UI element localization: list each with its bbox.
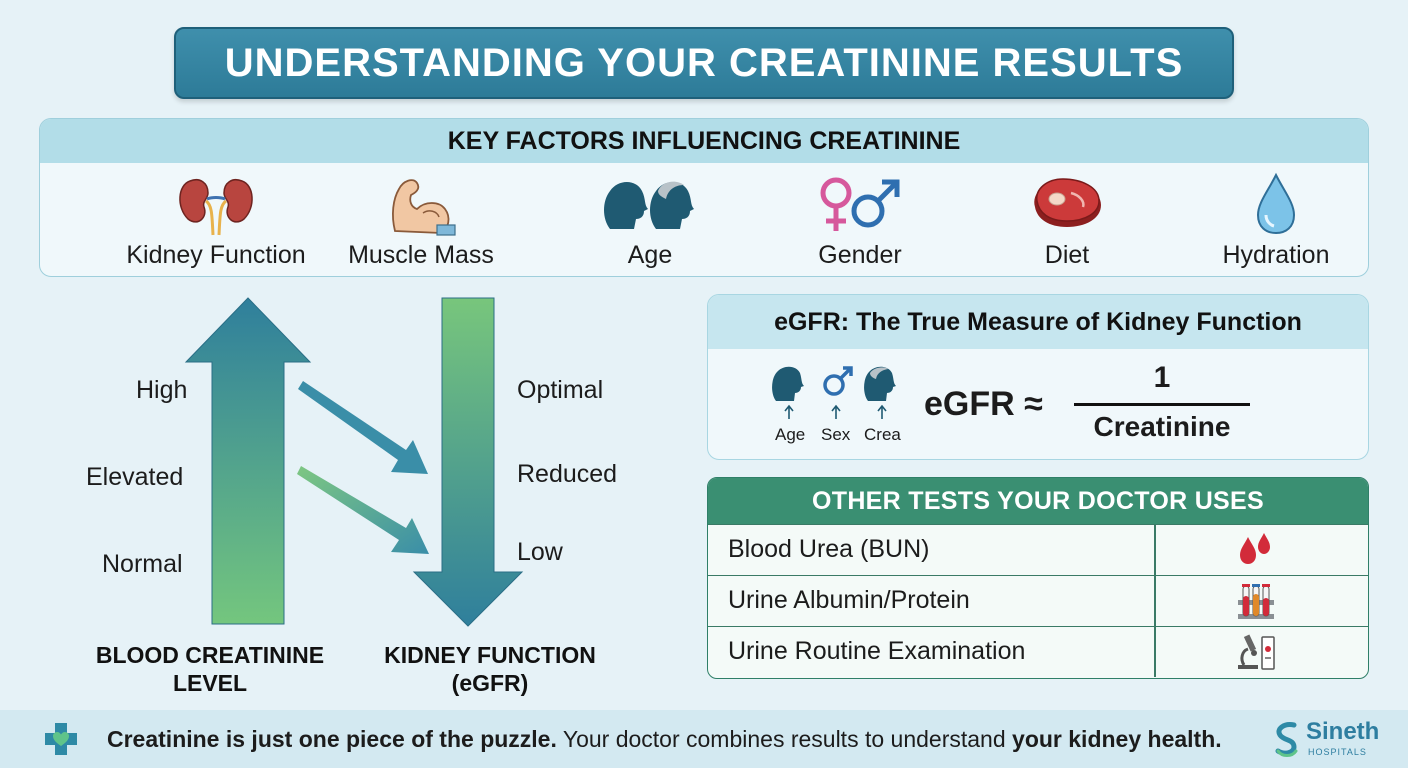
footer-middle: Your doctor combines results to understa… xyxy=(556,726,1013,752)
sineth-logo-icon xyxy=(1275,722,1298,757)
test-tubes-icon xyxy=(1238,584,1274,619)
blood-drops-icon xyxy=(1240,533,1270,564)
egfr-axis-title: KIDNEY FUNCTION (eGFR) xyxy=(384,642,596,696)
other-tests-panel: OTHER TESTS YOUR DOCTOR USES Blood Urea … xyxy=(707,477,1369,679)
diagonal-arrow-elevated-to-low xyxy=(297,466,429,554)
creatinine-level-normal: Normal xyxy=(102,550,183,578)
gender-symbols-icon xyxy=(820,177,900,231)
egfr-level-reduced: Reduced xyxy=(517,460,618,488)
title-banner: UNDERSTANDING YOUR CREATININE RESULTS xyxy=(174,27,1234,99)
page-title: UNDERSTANDING YOUR CREATININE RESULTS xyxy=(224,40,1184,85)
footer-message: Creatinine is just one piece of the puzz… xyxy=(107,726,1222,753)
test-row: Blood Urea (BUN) xyxy=(708,524,1368,575)
factor-label: Gender xyxy=(818,241,902,269)
test-row: Urine Routine Examination xyxy=(708,626,1368,677)
factor-age: Age xyxy=(550,171,750,271)
factor-label: Diet xyxy=(1044,241,1090,269)
creatinine-level-elevated: Elevated xyxy=(86,463,184,491)
table-divider xyxy=(1154,525,1156,575)
egfr-level-low: Low xyxy=(517,538,563,566)
key-factors-heading: KEY FACTORS INFLUENCING CREATININE xyxy=(40,119,1368,163)
egfr-input-sex: Sex xyxy=(821,425,851,444)
table-divider xyxy=(1154,576,1156,626)
egfr-level-optimal: Optimal xyxy=(517,376,604,404)
factor-label: Age xyxy=(627,241,673,269)
factor-muscle-mass: Muscle Mass xyxy=(321,171,521,271)
water-drop-icon xyxy=(1256,172,1296,235)
factor-hydration: Hydration xyxy=(1176,171,1368,271)
test-row: Urine Albumin/Protein xyxy=(708,575,1368,626)
factor-kidney-function: Kidney Function xyxy=(116,171,316,271)
formula-numerator: 1 xyxy=(1153,361,1171,394)
male-symbol-icon xyxy=(823,366,853,396)
creatinine-axis-title: BLOOD CREATININE LEVEL xyxy=(95,642,325,696)
age-heads-icon xyxy=(604,181,694,229)
egfr-input-age: Age xyxy=(775,425,806,444)
microscope-icon xyxy=(1238,634,1275,670)
factor-label: Kidney Function xyxy=(126,241,306,269)
formula-fraction-bar xyxy=(1074,403,1250,406)
factor-label: Muscle Mass xyxy=(348,241,494,269)
other-tests-heading: OTHER TESTS YOUR DOCTOR USES xyxy=(708,478,1368,524)
test-name: Blood Urea (BUN) xyxy=(728,535,930,563)
medical-cross-heart-icon xyxy=(45,723,77,755)
formula-lhs: eGFR ≈ xyxy=(924,385,1043,423)
creatinine-level-high: High xyxy=(136,376,188,404)
age-head-icon xyxy=(772,366,804,401)
brand-name: Sineth xyxy=(1306,718,1380,745)
key-factors-panel: KEY FACTORS INFLUENCING CREATININE Kidne… xyxy=(39,118,1369,277)
flexed-arm-icon xyxy=(392,179,456,236)
footer-bold-tail: your kidney health. xyxy=(1012,726,1222,752)
brand-subtitle: HOSPITALS xyxy=(1308,747,1367,757)
kidneys-icon xyxy=(179,179,253,236)
test-name: Urine Routine Examination xyxy=(728,637,1026,665)
factor-diet: Diet xyxy=(967,171,1167,271)
egfr-down-arrow xyxy=(412,297,524,627)
table-divider xyxy=(1154,627,1156,677)
footer-bold-lead: Creatinine is just one piece of the puzz… xyxy=(107,726,557,752)
footer-bar: Creatinine is just one piece of the puzz… xyxy=(0,710,1408,768)
egfr-input-icons xyxy=(772,366,896,419)
egfr-panel: eGFR: The True Measure of Kidney Functio… xyxy=(707,294,1369,460)
egfr-heading: eGFR: The True Measure of Kidney Functio… xyxy=(708,295,1368,349)
factor-gender: Gender xyxy=(760,171,960,271)
steak-icon xyxy=(1034,178,1101,227)
diagonal-arrow-high-to-reduced xyxy=(298,381,428,474)
creatinine-up-arrow xyxy=(184,297,312,625)
factor-label: Hydration xyxy=(1222,241,1330,269)
creatinine-egfr-diagram xyxy=(184,297,524,627)
formula-denominator: Creatinine xyxy=(1093,411,1231,442)
egfr-input-crea: Crea xyxy=(864,425,901,444)
test-name: Urine Albumin/Protein xyxy=(728,586,970,614)
creatinine-head-icon xyxy=(864,366,896,401)
